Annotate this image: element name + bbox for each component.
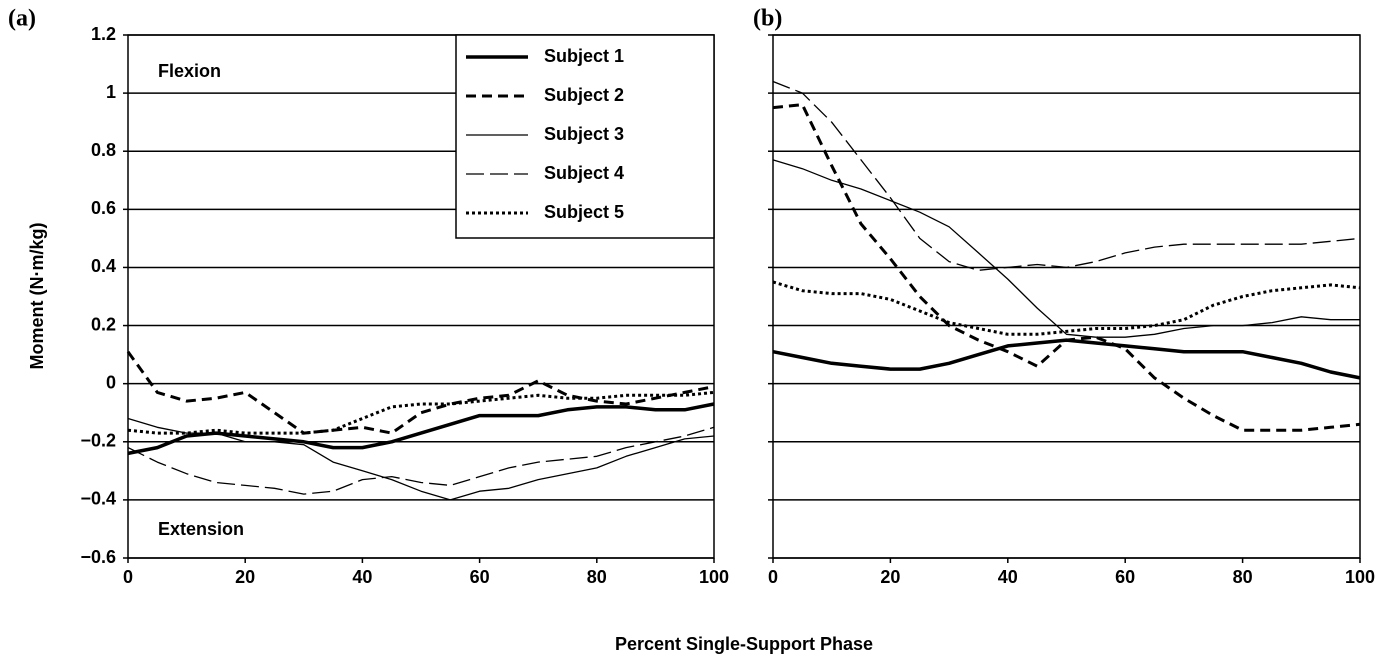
series-line	[772, 338, 1361, 380]
y-tick-label: 1.2	[91, 24, 116, 44]
series-line	[772, 280, 1361, 336]
legend-box	[455, 34, 715, 239]
x-tick-label: 20	[235, 567, 255, 587]
x-tick-label: 100	[699, 567, 729, 587]
y-tick-label: −0.6	[80, 547, 116, 567]
x-tick-label: 40	[352, 567, 372, 587]
x-tick-label: 60	[1115, 567, 1135, 587]
y-tick-label: −0.4	[80, 489, 116, 509]
series-line	[772, 80, 1361, 271]
plot-frame	[772, 34, 1361, 559]
legend-label: Subject 5	[544, 202, 624, 222]
y-tick-label: 0.4	[91, 256, 116, 276]
x-tick-label: 0	[768, 567, 778, 587]
y-axis-label: Moment (N·m/kg)	[27, 223, 47, 370]
legend-label: Subject 4	[544, 163, 624, 183]
series-line	[126, 350, 715, 435]
x-tick-label: 80	[587, 567, 607, 587]
x-tick-label: 40	[998, 567, 1018, 587]
series-line	[127, 417, 715, 501]
y-tick-label: 1	[106, 82, 116, 102]
y-tick-label: 0.8	[91, 140, 116, 160]
series-line	[772, 159, 1360, 338]
legend-label: Subject 2	[544, 85, 624, 105]
series-line	[772, 103, 1361, 432]
series-line	[127, 426, 715, 495]
legend-label: Subject 1	[544, 46, 624, 66]
annotation: Extension	[158, 519, 244, 539]
series-line	[127, 390, 715, 435]
series-line	[127, 402, 715, 456]
annotation: Flexion	[158, 61, 221, 81]
x-axis-label: Percent Single-Support Phase	[615, 634, 873, 654]
x-tick-label: 0	[123, 567, 133, 587]
panel-label: (b)	[753, 6, 782, 32]
x-tick-label: 20	[880, 567, 900, 587]
panel-label: (a)	[8, 6, 36, 32]
x-tick-label: 60	[470, 567, 490, 587]
legend-label: Subject 3	[544, 124, 624, 144]
y-tick-label: 0.2	[91, 314, 116, 334]
y-tick-label: 0	[106, 372, 116, 392]
x-tick-label: 80	[1233, 567, 1253, 587]
plot-frame	[127, 34, 715, 559]
y-tick-label: 0.6	[91, 198, 116, 218]
x-tick-label: 100	[1345, 567, 1375, 587]
y-tick-label: −0.2	[80, 431, 116, 451]
